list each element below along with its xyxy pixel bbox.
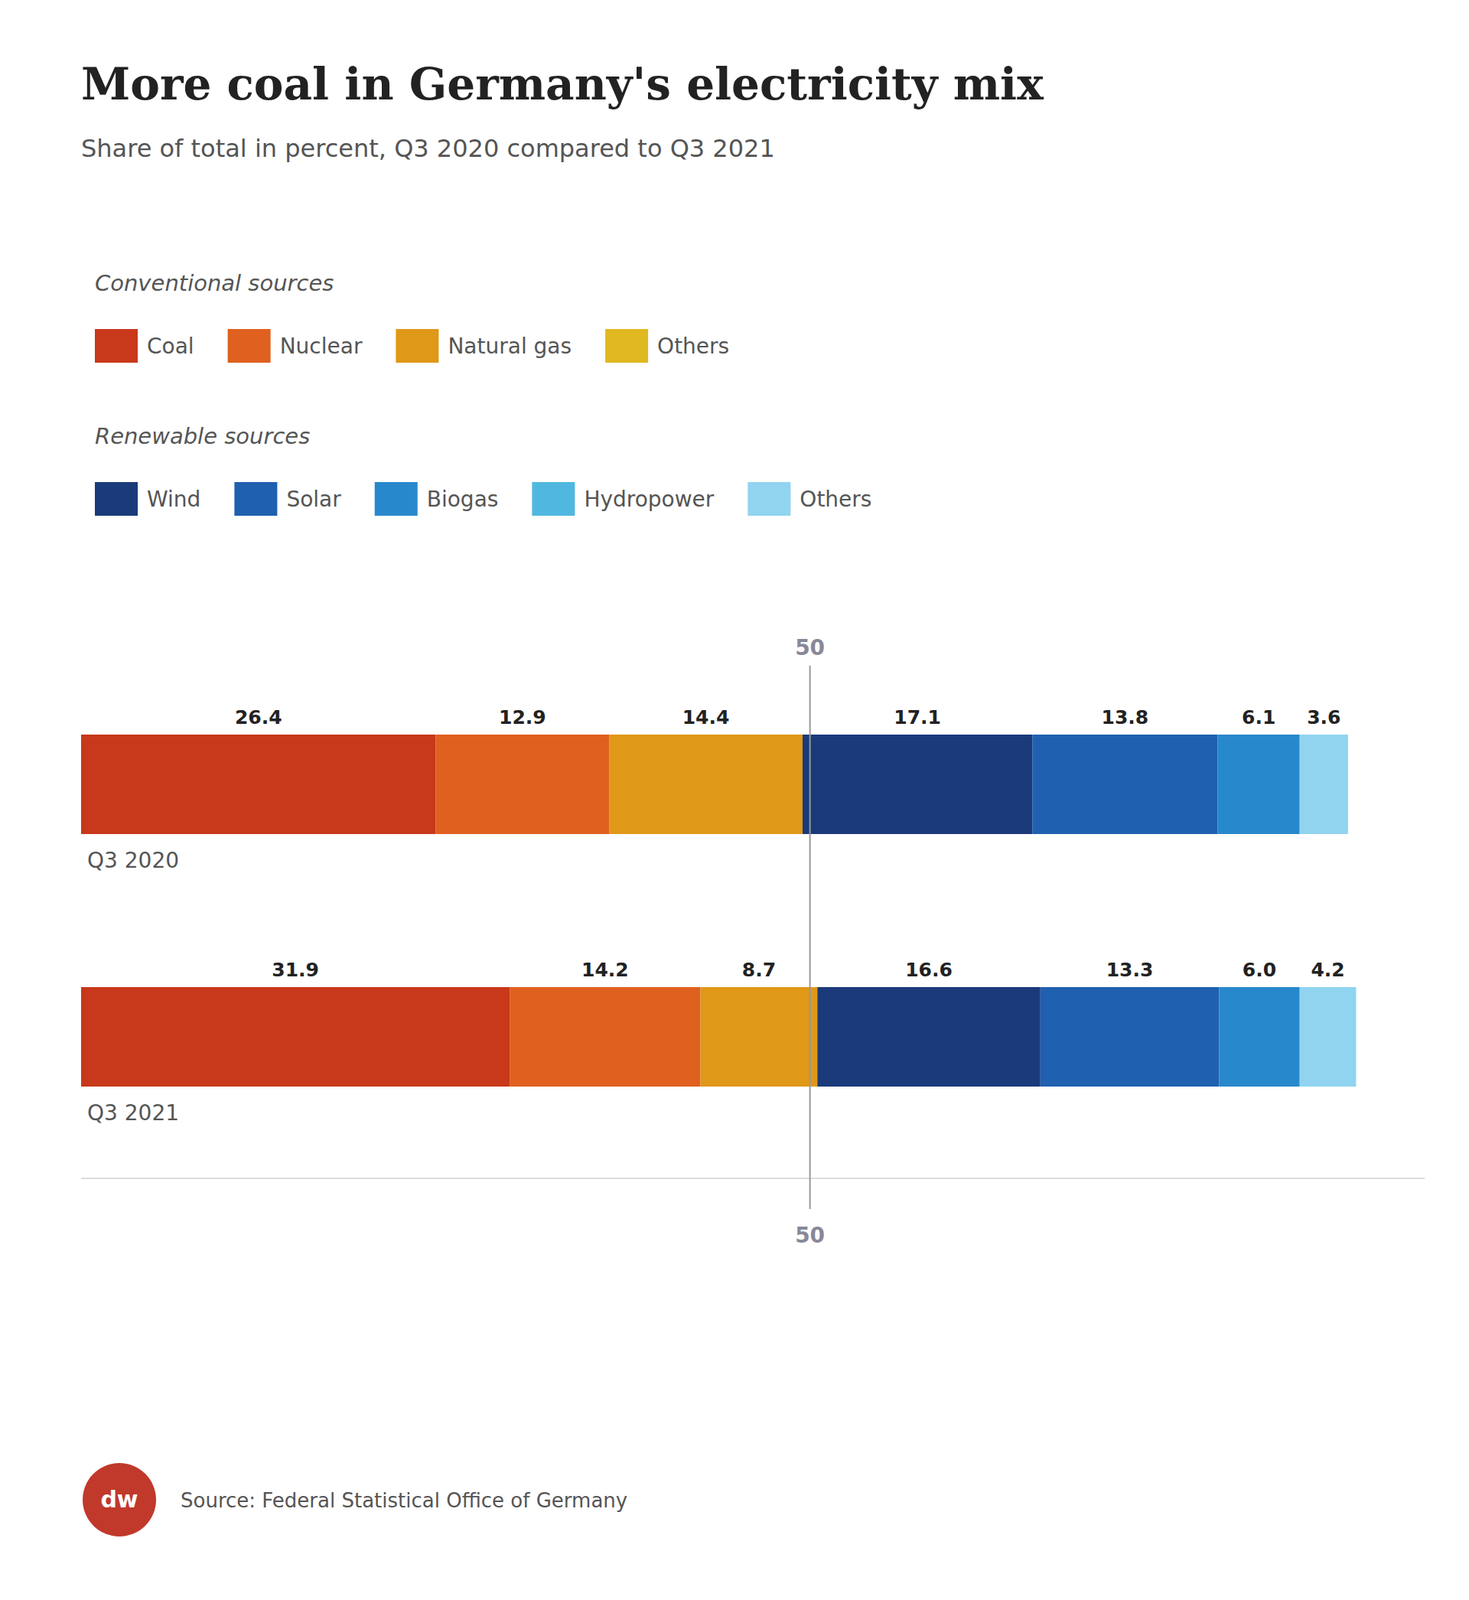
legend-swatch — [228, 328, 271, 363]
legend-label: Solar — [286, 486, 342, 512]
legend-swatch — [531, 482, 575, 516]
bar-segment — [609, 734, 803, 834]
data-label: 14.2 — [581, 958, 629, 981]
legend-label: Biogas — [426, 486, 499, 512]
legend-swatch — [94, 482, 138, 516]
bar-segment — [1218, 734, 1300, 834]
legend-swatch — [395, 328, 439, 363]
data-label: 4.2 — [1310, 958, 1345, 981]
bar-segment — [817, 986, 1040, 1087]
legend-label: Nuclear — [280, 333, 363, 359]
reference-label: 50 — [794, 635, 825, 661]
legend-swatch — [94, 328, 138, 363]
labels: 26.4 12.9 14.4 17.1 13.8 6.1 3.6 Q3 2020 31.9 14.… — [87, 706, 1346, 1126]
bar-segment — [1299, 734, 1349, 834]
title: More coal in Germany's electricity mix — [81, 58, 1044, 111]
data-label: 13.3 — [1106, 958, 1154, 981]
bar-segment — [436, 734, 610, 834]
data-label: 6.0 — [1242, 958, 1277, 981]
legend-label: Coal — [146, 333, 195, 359]
category-label: Q3 2021 — [87, 1100, 180, 1126]
data-label: 12.9 — [498, 706, 547, 729]
legend-swatch — [374, 482, 418, 516]
bar-segment — [1218, 986, 1300, 1087]
data-label: 31.9 — [271, 958, 320, 981]
bar-segment — [1299, 986, 1357, 1087]
data-label: 3.6 — [1306, 706, 1341, 729]
legend-group-heading: Conventional sources — [94, 270, 334, 297]
x-axis-line — [81, 1178, 1425, 1180]
bar-segment — [81, 734, 437, 834]
legend-swatch — [234, 482, 277, 516]
bar-segment — [700, 986, 818, 1087]
data-label: 14.4 — [682, 706, 730, 729]
category-label: Q3 2020 — [87, 847, 180, 873]
data-label: 26.4 — [234, 706, 283, 729]
bar-segment — [1040, 986, 1220, 1087]
bar-segment — [802, 734, 1033, 834]
legend-label: Others — [799, 486, 872, 512]
chart: More coal in Germany's electricity mix Sh… — [0, 0, 1469, 1600]
data-label: 16.6 — [905, 958, 953, 981]
subtitle: Share of total in percent, Q3 2020 compa… — [81, 133, 776, 163]
bars — [81, 734, 1356, 1087]
data-label: 6.1 — [1241, 706, 1276, 729]
data-label: 17.1 — [893, 706, 942, 729]
legend-label: Wind — [146, 486, 201, 512]
legend-label: Natural gas — [447, 333, 572, 359]
data-label: 8.7 — [742, 958, 776, 981]
legend-label: Others — [657, 333, 730, 359]
legend-label: Hydropower — [583, 486, 714, 512]
reference-line — [809, 665, 812, 1209]
logo-text: dw — [100, 1485, 138, 1513]
logo — [82, 1462, 157, 1537]
reference-label: 50 — [794, 1222, 825, 1248]
source: Source: Federal Statistical Office of Ge… — [180, 1488, 628, 1512]
bar-segment — [81, 986, 510, 1087]
legend: Conventional sources Coal Nuclear Natural g… — [94, 270, 872, 516]
bar-segment — [1032, 734, 1218, 834]
data-label: 13.8 — [1101, 706, 1150, 729]
legend-group-heading: Renewable sources — [94, 423, 310, 450]
bar-segment — [509, 986, 701, 1087]
legend-swatch — [605, 328, 649, 363]
legend-swatch — [747, 482, 791, 516]
